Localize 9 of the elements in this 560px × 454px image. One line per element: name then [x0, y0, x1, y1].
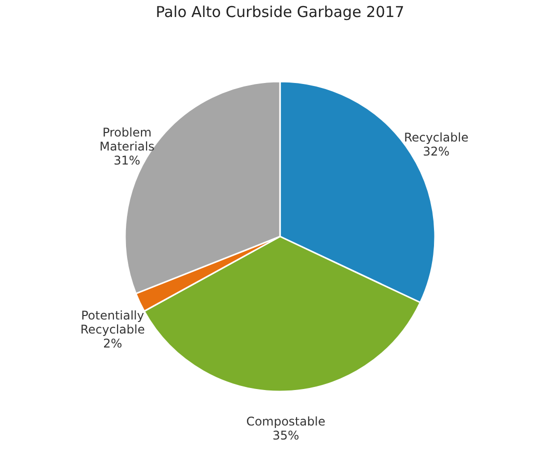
data-label: 2%	[103, 336, 122, 350]
slice-label: Problem Materials	[99, 126, 154, 154]
data-label: 32%	[422, 144, 450, 158]
slice-label: Potentially Recyclable	[80, 308, 145, 336]
chart-title: Palo Alto Curbside Garbage 2017	[156, 3, 404, 21]
slice-label: Compostable	[246, 414, 326, 428]
slice-label: Recyclable	[404, 130, 468, 144]
data-label: 35%	[272, 428, 300, 442]
data-label: 31%	[114, 154, 140, 168]
